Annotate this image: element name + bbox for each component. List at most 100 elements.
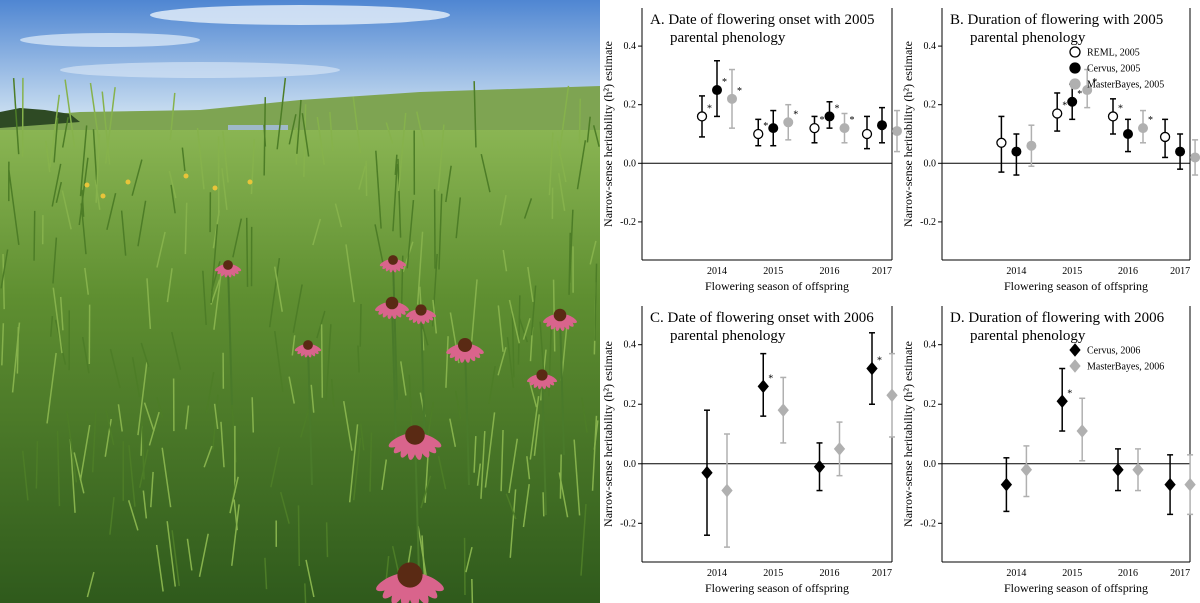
y-axis-label: Narrow-sense heritability (h²) estimate bbox=[901, 41, 915, 227]
grass-blade bbox=[500, 429, 504, 492]
significance-marker: * bbox=[1118, 103, 1123, 114]
grass-blade bbox=[170, 184, 176, 214]
data-point bbox=[1052, 108, 1063, 119]
flower-cone bbox=[388, 255, 398, 265]
yellow-wildflower bbox=[183, 173, 189, 179]
grass-blade bbox=[59, 296, 64, 331]
panel-B: 0.4 0.2 0.0 -0.2 2014 2015 2016 2017 Flowering s… bbox=[901, 8, 1200, 293]
x-tick-label: 2014 bbox=[1006, 266, 1026, 277]
panel-title: parental phenology bbox=[670, 30, 786, 46]
grass-blade bbox=[171, 530, 180, 587]
x-axis-label: Flowering season of offspring bbox=[705, 279, 849, 293]
grass-blade bbox=[292, 284, 303, 333]
grass-blade bbox=[95, 133, 101, 203]
grass-blade bbox=[168, 170, 177, 199]
panel-title: B. Duration of flowering with 2005 bbox=[950, 12, 1163, 28]
grass-blade bbox=[120, 210, 127, 256]
grass-blade bbox=[81, 189, 85, 217]
x-tick-label: 2014 bbox=[707, 266, 727, 277]
flower-stem bbox=[227, 264, 233, 406]
y-tick-label: 0.2 bbox=[924, 100, 937, 111]
grass-blade bbox=[473, 81, 477, 148]
grass-blade bbox=[105, 409, 115, 446]
legend-label: REML, 2005 bbox=[1087, 48, 1140, 59]
data-point bbox=[877, 120, 887, 131]
grass-blade bbox=[559, 454, 562, 499]
grass-blade bbox=[91, 410, 97, 473]
grass-blade bbox=[268, 257, 281, 328]
grass-blade bbox=[445, 165, 452, 203]
grass-blade bbox=[291, 335, 296, 356]
x-tick-label: 2017 bbox=[872, 568, 892, 579]
grass-blade bbox=[484, 412, 496, 488]
data-point bbox=[721, 483, 733, 498]
flower-stem bbox=[420, 309, 426, 451]
data-point bbox=[839, 123, 850, 134]
grass-blades bbox=[0, 77, 600, 603]
grass-blade bbox=[52, 237, 58, 284]
grass-blade bbox=[106, 192, 117, 231]
grass-blade bbox=[229, 476, 239, 514]
grass-blade bbox=[508, 299, 521, 344]
grass-blade bbox=[454, 390, 462, 419]
grass-blade bbox=[171, 331, 182, 370]
data-point bbox=[757, 379, 769, 394]
data-point bbox=[866, 361, 878, 376]
grass-blade bbox=[508, 438, 519, 494]
y-tick-label: 0.2 bbox=[924, 399, 937, 410]
grass-blade bbox=[137, 200, 147, 247]
grass-blade bbox=[297, 505, 301, 567]
grass-blade bbox=[548, 132, 554, 196]
x-tick-label: 2014 bbox=[707, 568, 727, 579]
grass-blade bbox=[394, 154, 398, 176]
grass-blade bbox=[8, 170, 20, 245]
grass-blade bbox=[586, 116, 591, 143]
x-tick-label: 2015 bbox=[1062, 266, 1082, 277]
grass-blade bbox=[251, 397, 255, 433]
data-point bbox=[892, 126, 902, 137]
flower-cone bbox=[415, 304, 427, 316]
grass-blade bbox=[250, 139, 256, 195]
x-tick-label: 2017 bbox=[1170, 266, 1190, 277]
grass-blade bbox=[589, 240, 597, 265]
data-point bbox=[768, 123, 779, 134]
y-tick-label: -0.2 bbox=[920, 518, 936, 529]
x-tick-label: 2016 bbox=[1118, 266, 1138, 277]
data-point bbox=[1000, 477, 1013, 492]
grass-blade bbox=[576, 140, 587, 190]
significance-marker: * bbox=[768, 373, 773, 384]
grass-blade bbox=[169, 92, 176, 141]
flower-stem bbox=[391, 302, 397, 444]
grass-blade bbox=[400, 361, 407, 396]
y-tick-label: 0.4 bbox=[624, 41, 637, 52]
yellow-wildflower bbox=[84, 182, 90, 188]
grass-blade bbox=[141, 421, 145, 480]
grass-blade bbox=[210, 224, 219, 304]
x-tick-label: 2016 bbox=[820, 568, 840, 579]
data-point bbox=[813, 459, 826, 474]
grass-blade bbox=[578, 98, 581, 144]
grass-blade bbox=[568, 232, 571, 295]
grass-blade bbox=[400, 255, 404, 307]
data-point bbox=[701, 465, 713, 480]
grass-blade bbox=[365, 160, 368, 197]
data-point bbox=[833, 442, 846, 456]
legend-label: Cervus, 2006 bbox=[1087, 346, 1140, 357]
significance-marker: * bbox=[1148, 115, 1153, 126]
data-point bbox=[861, 128, 873, 140]
grass-blade bbox=[381, 459, 388, 490]
grass-blade bbox=[263, 124, 267, 147]
grass-blade bbox=[471, 579, 474, 603]
grass-blade bbox=[61, 190, 72, 230]
grass-blade bbox=[276, 77, 287, 150]
grass-blade bbox=[526, 456, 531, 480]
grass-blade bbox=[305, 559, 315, 598]
grass-blade bbox=[529, 396, 540, 460]
y-tick-label: 0.2 bbox=[624, 100, 637, 111]
flower-stem bbox=[414, 434, 420, 576]
grass-blade bbox=[397, 158, 402, 238]
legend-marker bbox=[1069, 62, 1081, 74]
grass-blade bbox=[320, 324, 324, 398]
grass-blade bbox=[46, 352, 57, 424]
